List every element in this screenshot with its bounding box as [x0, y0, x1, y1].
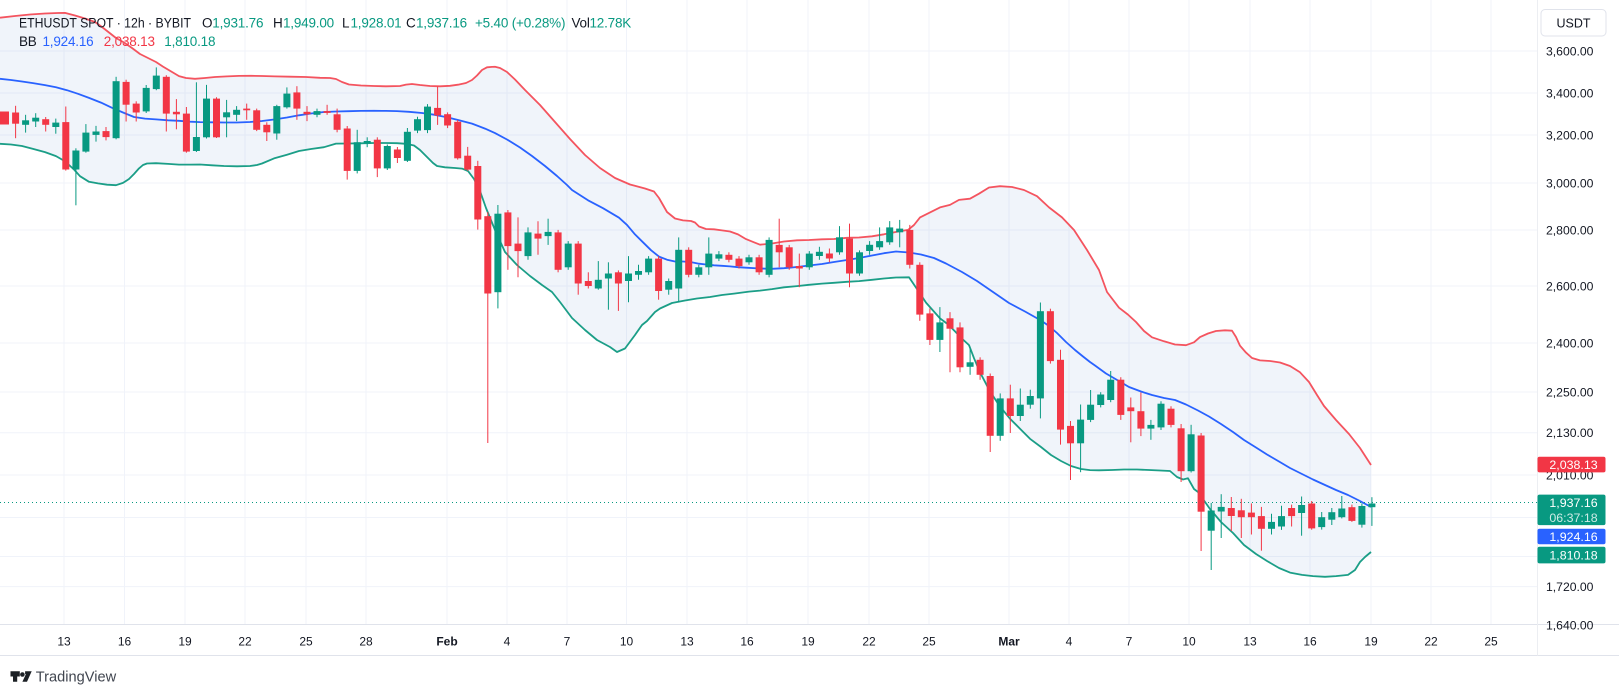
svg-text:06:37:18: 06:37:18 — [1549, 511, 1597, 525]
svg-text:10: 10 — [1182, 635, 1196, 649]
svg-text:2,130.00: 2,130.00 — [1546, 426, 1594, 440]
svg-text:1,937.16: 1,937.16 — [416, 16, 467, 31]
svg-text:3,400.00: 3,400.00 — [1546, 86, 1594, 100]
svg-text:Vol: Vol — [572, 16, 590, 31]
svg-text:3,600.00: 3,600.00 — [1546, 44, 1594, 58]
svg-text:25: 25 — [1484, 635, 1498, 649]
svg-text:13: 13 — [680, 635, 694, 649]
svg-text:25: 25 — [299, 635, 313, 649]
svg-text:1,720.00: 1,720.00 — [1546, 580, 1594, 594]
svg-text:19: 19 — [801, 635, 815, 649]
svg-text:2,250.00: 2,250.00 — [1546, 385, 1594, 399]
svg-text:ETHUSDT SPOT · 12h · BYBIT: ETHUSDT SPOT · 12h · BYBIT — [19, 16, 191, 31]
svg-text:4: 4 — [504, 635, 511, 649]
svg-text:7: 7 — [1126, 635, 1133, 649]
svg-text:19: 19 — [178, 635, 192, 649]
svg-text:2,400.00: 2,400.00 — [1546, 336, 1594, 350]
svg-text:10: 10 — [620, 635, 634, 649]
svg-text:BB: BB — [19, 34, 37, 49]
svg-text:2,600.00: 2,600.00 — [1546, 279, 1594, 293]
svg-text:2,038.13: 2,038.13 — [1549, 458, 1597, 472]
svg-text:1,924.16: 1,924.16 — [43, 34, 94, 49]
svg-text:13: 13 — [57, 635, 71, 649]
svg-text:3,000.00: 3,000.00 — [1546, 176, 1594, 190]
svg-text:22: 22 — [1424, 635, 1438, 649]
svg-text:13: 13 — [1243, 635, 1257, 649]
svg-text:1,810.18: 1,810.18 — [1549, 549, 1597, 563]
svg-text:+5.40 (+0.28%): +5.40 (+0.28%) — [475, 16, 565, 31]
svg-text:16: 16 — [740, 635, 754, 649]
svg-text:16: 16 — [118, 635, 132, 649]
svg-text:1,949.00: 1,949.00 — [283, 16, 334, 31]
svg-text:4: 4 — [1066, 635, 1073, 649]
svg-text:1,640.00: 1,640.00 — [1546, 618, 1594, 632]
svg-text:L: L — [342, 16, 350, 31]
svg-text:H: H — [273, 16, 283, 31]
svg-text:1,924.16: 1,924.16 — [1549, 530, 1597, 544]
svg-text:7: 7 — [564, 635, 571, 649]
svg-text:25: 25 — [922, 635, 936, 649]
svg-text:16: 16 — [1303, 635, 1317, 649]
svg-text:12.78K: 12.78K — [590, 16, 632, 31]
svg-text:2,038.13: 2,038.13 — [104, 34, 155, 49]
svg-text:USDT: USDT — [1556, 17, 1590, 31]
svg-text:1,937.16: 1,937.16 — [1549, 496, 1597, 510]
svg-text:19: 19 — [1364, 635, 1378, 649]
svg-text:1,928.01: 1,928.01 — [351, 16, 402, 31]
svg-text:28: 28 — [359, 635, 373, 649]
svg-text:1,931.76: 1,931.76 — [212, 16, 263, 31]
svg-text:Mar: Mar — [998, 635, 1020, 649]
svg-text:C: C — [406, 16, 416, 31]
svg-text:1,810.18: 1,810.18 — [164, 34, 215, 49]
svg-text:2,800.00: 2,800.00 — [1546, 223, 1594, 237]
svg-text:TradingView: TradingView — [36, 669, 117, 685]
svg-text:22: 22 — [238, 635, 252, 649]
svg-text:O: O — [202, 16, 212, 31]
svg-text:3,200.00: 3,200.00 — [1546, 128, 1594, 142]
svg-text:Feb: Feb — [436, 635, 457, 649]
svg-text:22: 22 — [862, 635, 876, 649]
